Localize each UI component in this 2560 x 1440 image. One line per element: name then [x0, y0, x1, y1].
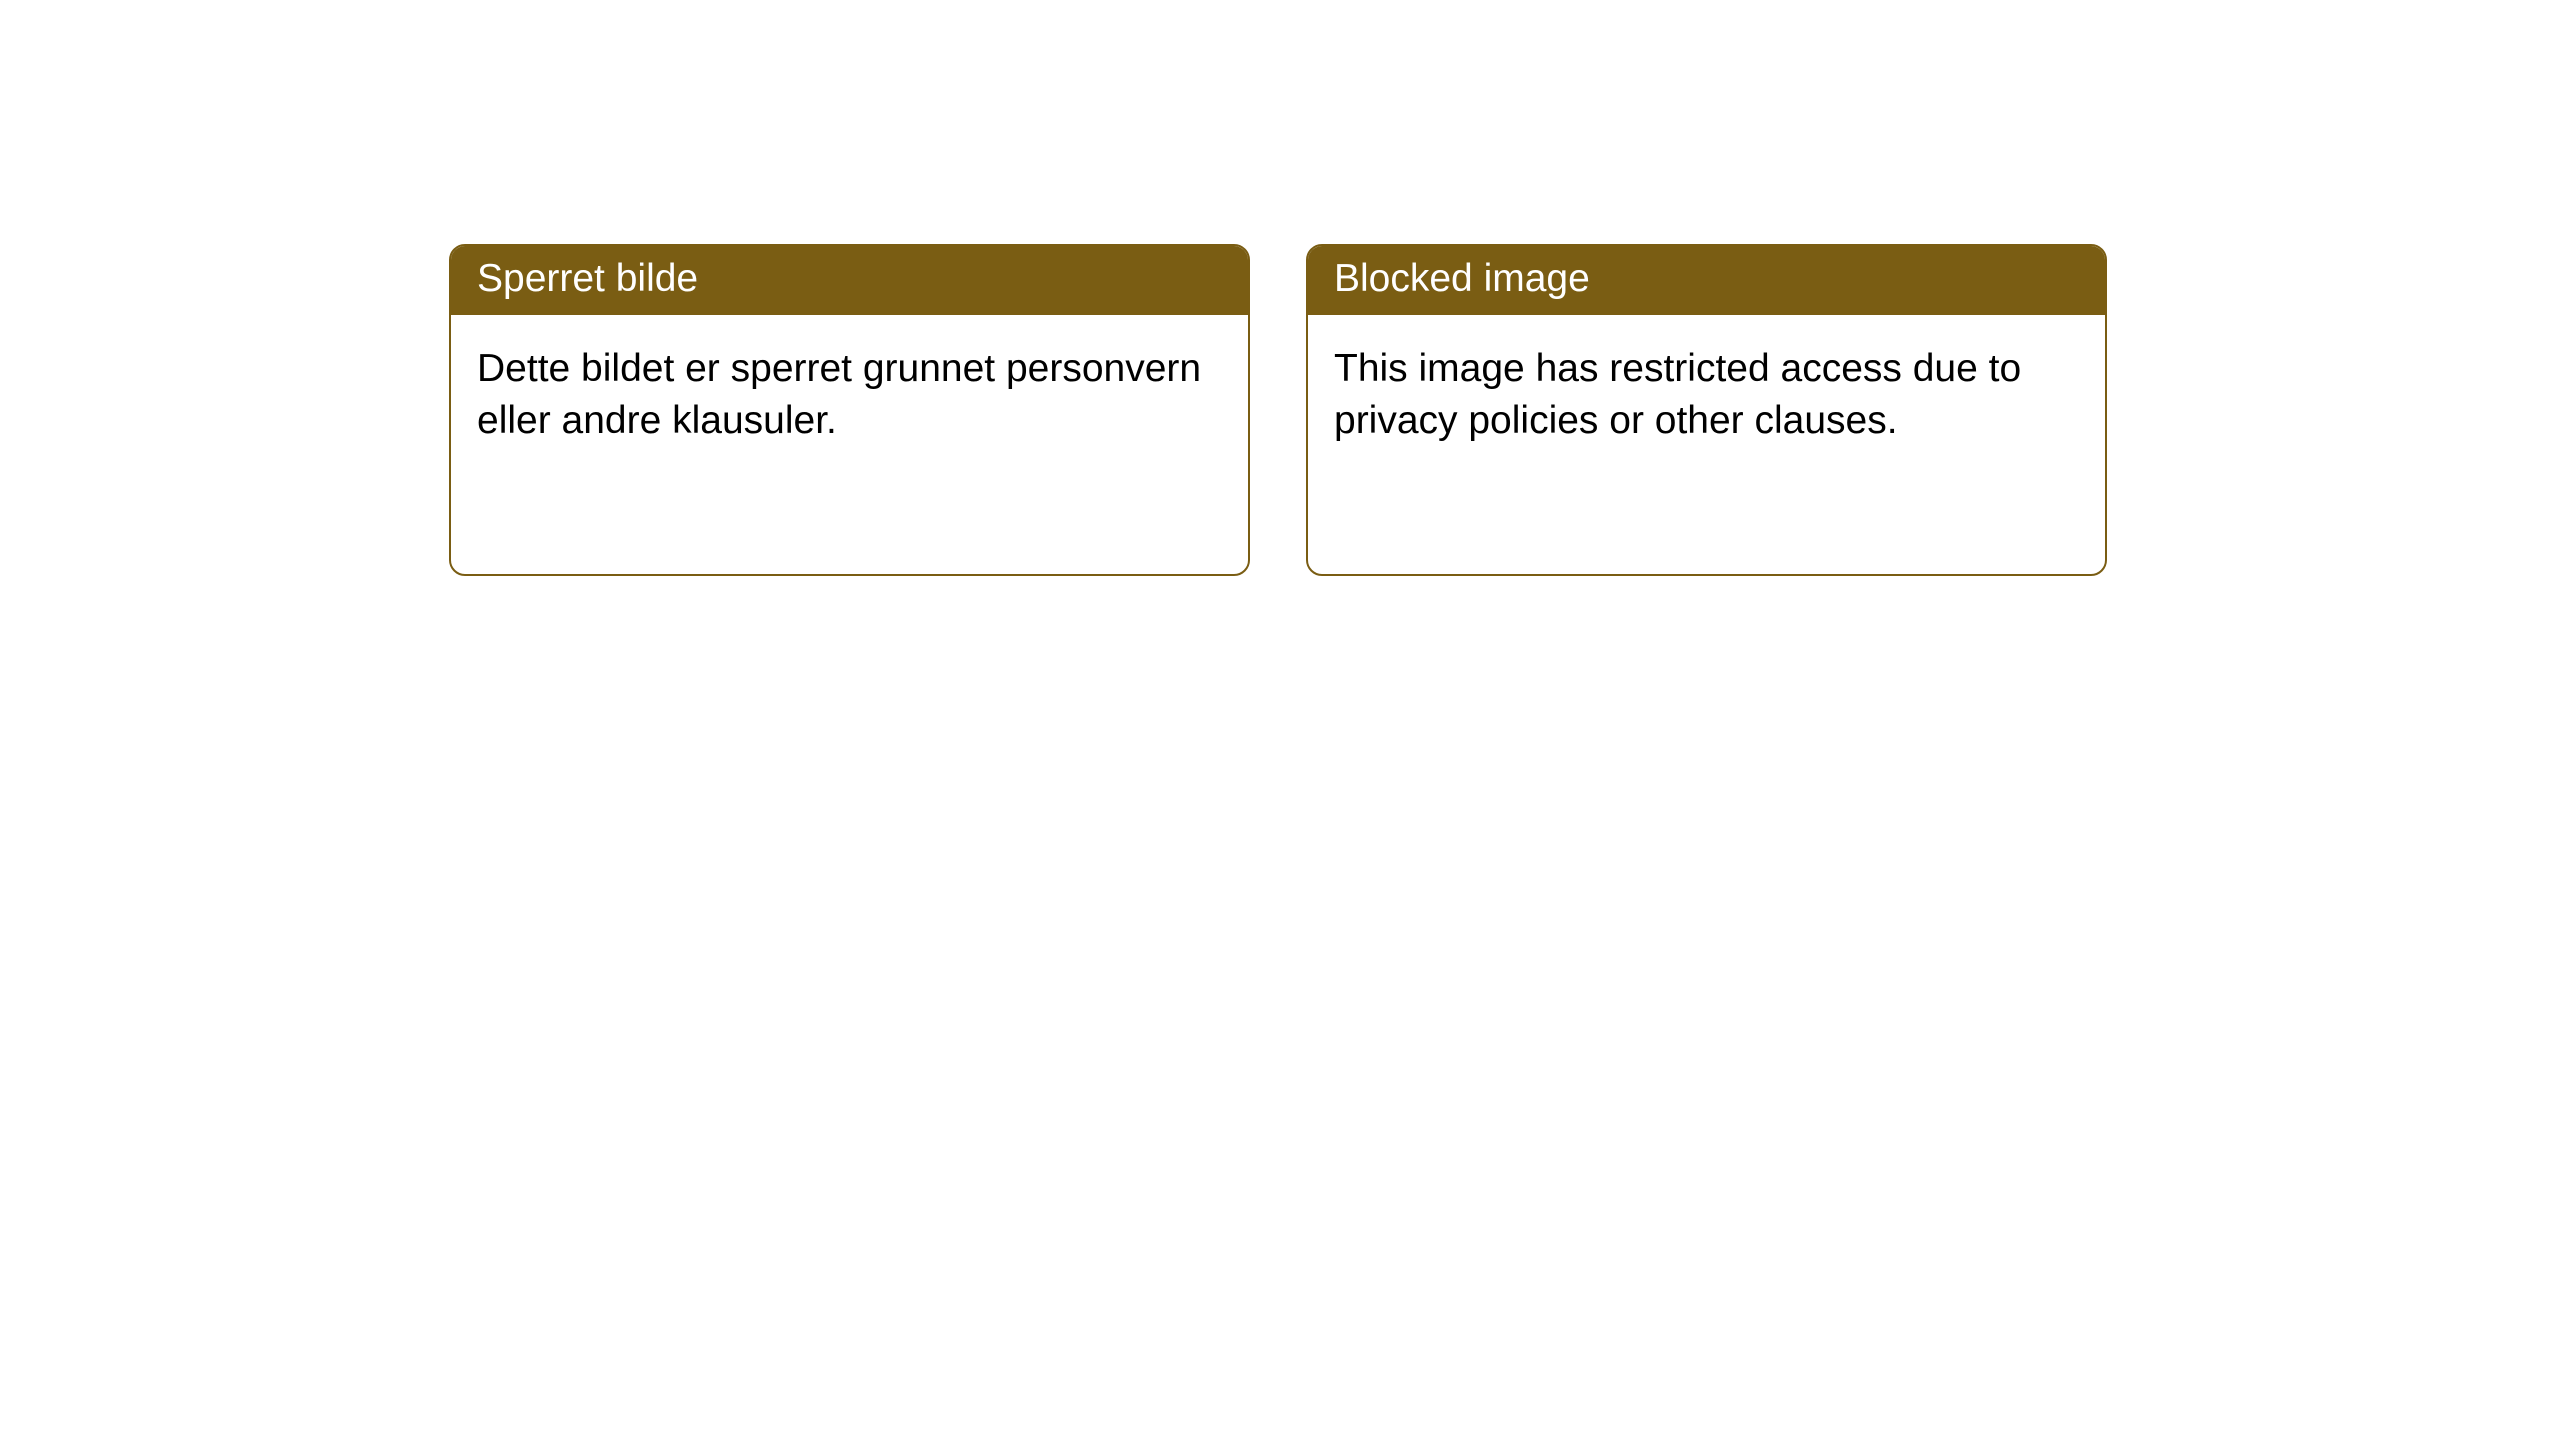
- card-header-no: Sperret bilde: [451, 246, 1248, 315]
- card-text-no: Dette bildet er sperret grunnet personve…: [477, 347, 1201, 443]
- card-title-en: Blocked image: [1334, 257, 1590, 300]
- blocked-image-card-no: Sperret bilde Dette bildet er sperret gr…: [449, 244, 1250, 576]
- card-body-en: This image has restricted access due to …: [1308, 315, 2105, 476]
- card-body-no: Dette bildet er sperret grunnet personve…: [451, 315, 1248, 476]
- blocked-image-card-en: Blocked image This image has restricted …: [1306, 244, 2107, 576]
- card-text-en: This image has restricted access due to …: [1334, 347, 2021, 443]
- card-header-en: Blocked image: [1308, 246, 2105, 315]
- card-title-no: Sperret bilde: [477, 257, 698, 300]
- cards-container: Sperret bilde Dette bildet er sperret gr…: [0, 0, 2560, 576]
